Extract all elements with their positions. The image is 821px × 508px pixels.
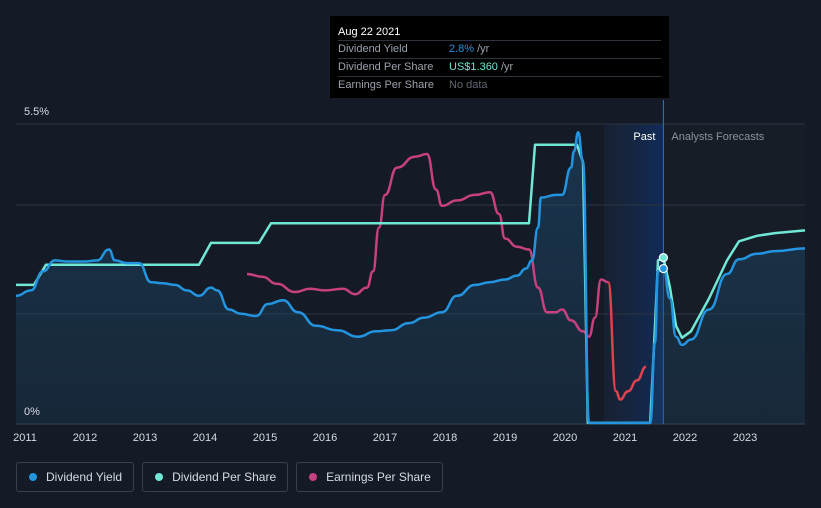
- dividend-yield-marker: [658, 263, 669, 274]
- x-tick-label: 2023: [733, 432, 757, 444]
- tooltip-value: US$1.360: [449, 61, 498, 73]
- legend-label: Dividend Per Share: [172, 470, 277, 484]
- x-tick-label: 2019: [493, 432, 517, 444]
- legend-earnings-per-share[interactable]: Earnings Per Share: [296, 462, 443, 492]
- x-tick-label: 2022: [673, 432, 697, 444]
- legend-dividend-yield[interactable]: Dividend Yield: [16, 462, 135, 492]
- past-region-label: Past: [633, 131, 655, 143]
- x-tick-label: 2014: [193, 432, 217, 444]
- tooltip-unit: /yr: [477, 43, 490, 55]
- legend-label: Dividend Yield: [46, 470, 123, 484]
- tooltip-value: 2.8%: [449, 43, 475, 55]
- x-tick-label: 2020: [553, 432, 577, 444]
- forecast-region-label: Analysts Forecasts: [671, 131, 764, 143]
- earnings-per-share-tail-line: [606, 280, 647, 401]
- x-tick-label: 2013: [133, 432, 157, 444]
- dividend-per-share-marker: [658, 253, 669, 263]
- dividend-yield-area: [16, 132, 805, 424]
- tooltip-label: Earnings Per Share: [338, 79, 434, 91]
- x-tick-label: 2018: [433, 432, 457, 444]
- x-tick-label: 2012: [73, 432, 97, 444]
- dividend-yield-dot-icon: [29, 473, 37, 481]
- x-tick-label: 2017: [373, 432, 397, 444]
- x-tick-label: 2016: [313, 432, 337, 444]
- x-tick-label: 2015: [253, 432, 277, 444]
- y-axis-bottom-label: 0%: [24, 406, 40, 418]
- chart-legend: Dividend Yield Dividend Per Share Earnin…: [16, 462, 443, 492]
- earnings-per-share-dot-icon: [309, 473, 318, 481]
- x-tick-label: 2021: [613, 432, 637, 444]
- tooltip-row-earnings-per-share: Earnings Per Share No data: [338, 77, 661, 94]
- chart-tooltip: Aug 22 2021 Dividend Yield 2.8% /yr Divi…: [330, 16, 669, 98]
- tooltip-label: Dividend Per Share: [338, 61, 434, 73]
- dividend-per-share-dot-icon: [155, 473, 164, 481]
- legend-label: Earnings Per Share: [326, 470, 431, 484]
- tooltip-label: Dividend Yield: [338, 43, 408, 55]
- tooltip-row-dividend-per-share: Dividend Per Share US$1.360 /yr: [338, 59, 661, 77]
- tooltip-row-dividend-yield: Dividend Yield 2.8% /yr: [338, 41, 661, 59]
- tooltip-date: Aug 22 2021: [338, 24, 661, 41]
- tooltip-unit: /yr: [500, 61, 514, 73]
- x-tick-label: 2011: [13, 432, 37, 444]
- y-axis-top-label: 5.5%: [24, 106, 50, 118]
- legend-dividend-per-share[interactable]: Dividend Per Share: [142, 462, 289, 492]
- earnings-per-share-line: [246, 152, 609, 338]
- tooltip-value: No data: [449, 79, 488, 91]
